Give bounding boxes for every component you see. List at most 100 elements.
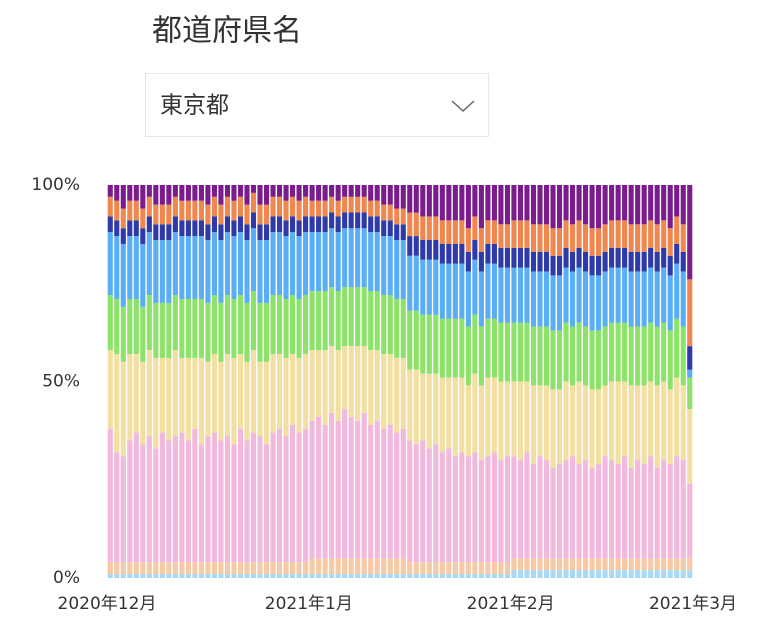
- bar-segment: [205, 574, 211, 578]
- bar-segment: [133, 562, 139, 575]
- bar-segment: [231, 357, 237, 445]
- bar-segment: [120, 306, 126, 362]
- bar-segment: [563, 570, 569, 578]
- bar-segment: [576, 570, 582, 578]
- bar-segment: [374, 216, 380, 233]
- bar-segment: [244, 240, 250, 303]
- bar-segment: [198, 200, 204, 221]
- bar-segment: [491, 318, 497, 378]
- bar-segment: [498, 381, 504, 461]
- bar-segment: [224, 185, 231, 197]
- bar-segment: [153, 185, 159, 205]
- bar-segment: [309, 185, 315, 201]
- bar-segment: [426, 314, 432, 374]
- bar-segment: [133, 220, 139, 237]
- bar-segment: [205, 361, 211, 437]
- bar-segment: [355, 196, 361, 213]
- bar-segment: [257, 240, 263, 303]
- bar-segment: [400, 298, 406, 358]
- bar-segment: [569, 185, 576, 225]
- bar-segment: [114, 574, 120, 578]
- bar-segment: [446, 243, 452, 264]
- bar-segment: [517, 558, 524, 571]
- bar-segment: [550, 255, 556, 276]
- bar-segment: [583, 460, 589, 559]
- bar-segment: [335, 200, 341, 217]
- bar-segment: [361, 287, 367, 347]
- bar-segment: [179, 200, 185, 221]
- bar-segment: [648, 220, 654, 248]
- bar-segment: [596, 330, 602, 390]
- bar-segment: [342, 185, 348, 197]
- bar-segment: [361, 574, 367, 578]
- bar-segment: [400, 357, 406, 429]
- bar-segment: [485, 456, 491, 563]
- bar-segment: [537, 224, 543, 252]
- bar-segment: [348, 185, 354, 197]
- bar-segment: [556, 330, 563, 390]
- bar-segment: [276, 295, 283, 354]
- bar-segment: [387, 236, 393, 296]
- bar-segment: [237, 196, 244, 217]
- dropdown[interactable]: [145, 73, 489, 137]
- bar-segment: [452, 243, 458, 264]
- bar-segment: [368, 424, 374, 559]
- bar-segment: [478, 228, 484, 252]
- bar-segment: [524, 381, 530, 453]
- bar-segment: [166, 240, 172, 303]
- bar-segment: [609, 185, 615, 221]
- bar-segment: [387, 204, 393, 221]
- bar-segment: [153, 204, 159, 225]
- bar-segment: [140, 444, 146, 563]
- bar-segment: [172, 295, 178, 351]
- bar-segment: [661, 185, 667, 221]
- bar-segment: [472, 185, 478, 217]
- bar-segment: [374, 232, 380, 292]
- bar-segment: [556, 464, 563, 559]
- bar-segment: [498, 185, 504, 225]
- bar-segment: [303, 216, 309, 233]
- bar-segment: [153, 574, 159, 578]
- bar-segment: [680, 271, 686, 327]
- bar-segment: [583, 558, 589, 571]
- bar-segment: [329, 346, 335, 413]
- bar-segment: [543, 224, 550, 252]
- bar-segment: [680, 326, 686, 386]
- bar-segment: [433, 574, 439, 578]
- bar-segment: [237, 232, 244, 296]
- bar-segment: [218, 240, 224, 303]
- bar-segment: [309, 558, 315, 575]
- bar-segment: [172, 216, 178, 233]
- bar-segment: [159, 562, 165, 575]
- bar-segment: [491, 220, 497, 244]
- bar-segment: [413, 310, 419, 370]
- dropdown-value[interactable]: 東京都: [160, 93, 229, 119]
- bar-segment: [407, 574, 413, 578]
- bar-segment: [576, 247, 582, 268]
- bar-segment: [303, 574, 309, 578]
- bar-segment: [602, 456, 608, 559]
- bar-segment: [394, 208, 400, 225]
- bar-segment: [185, 574, 191, 578]
- dropdown-chevron[interactable]: [451, 100, 475, 113]
- bar-segment: [290, 295, 296, 354]
- bar-segment: [374, 420, 380, 559]
- bar-segment: [263, 361, 270, 445]
- bar-segment: [192, 236, 198, 299]
- bar-segment: [250, 291, 257, 351]
- bar-segment: [374, 185, 380, 201]
- bar-segment: [218, 574, 224, 578]
- bar-segment: [120, 185, 126, 209]
- bar-segment: [530, 558, 537, 571]
- bar-segment: [550, 558, 556, 571]
- bar-segment: [120, 456, 126, 563]
- bar-segment: [426, 373, 432, 449]
- bar-segment: [563, 185, 569, 221]
- bar-segment: [556, 275, 563, 331]
- bar-segment: [420, 240, 426, 260]
- bar-segment: [413, 562, 419, 575]
- bar-segment: [556, 389, 563, 465]
- bar-segment: [250, 574, 257, 578]
- bar-segment: [335, 574, 341, 578]
- bar-segment: [146, 350, 152, 437]
